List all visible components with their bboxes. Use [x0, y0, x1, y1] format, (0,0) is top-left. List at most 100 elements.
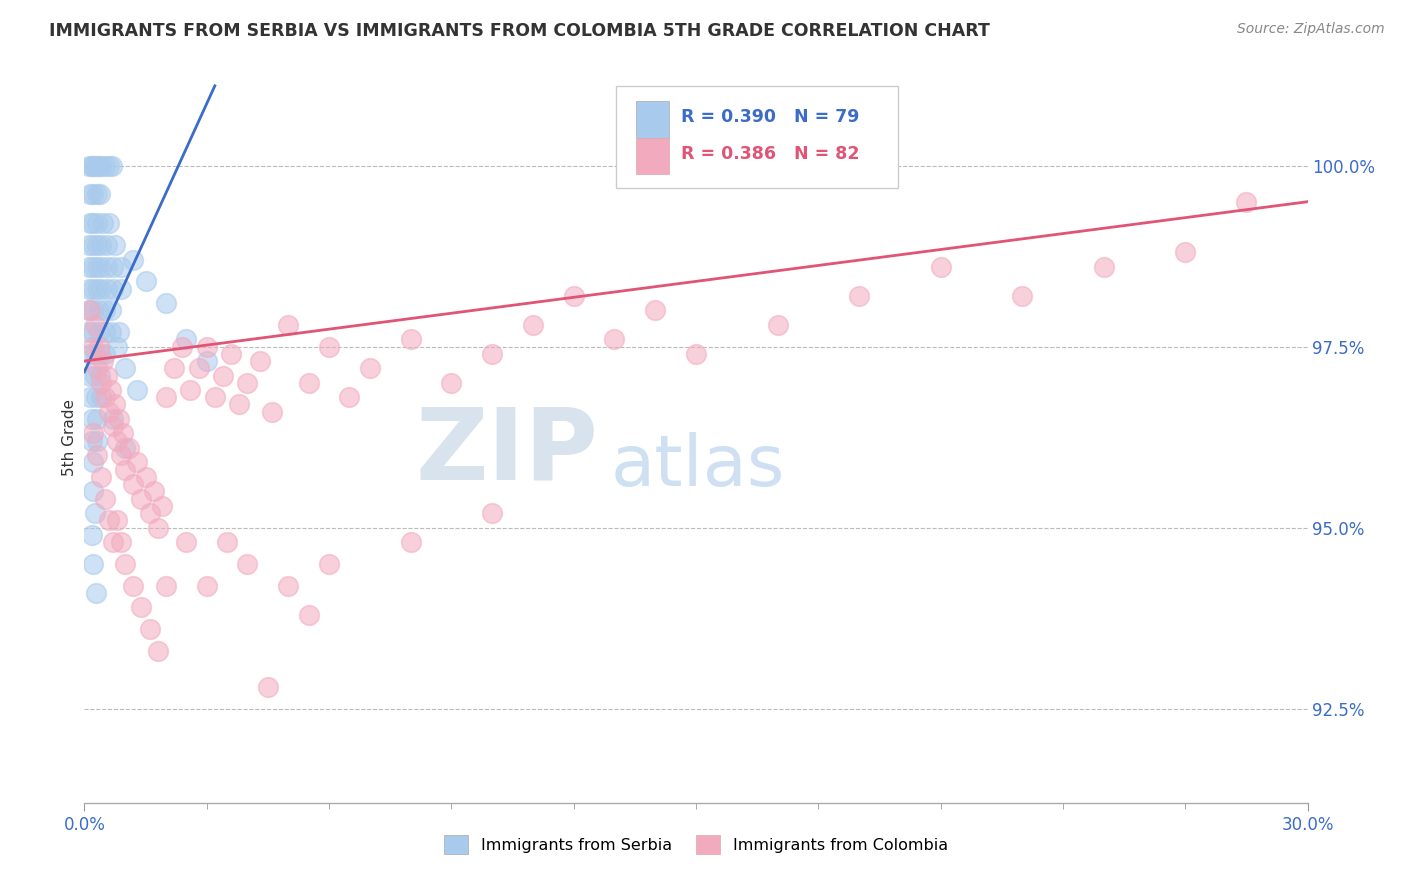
- Point: [82, 325, 104, 339]
- Point: [138, 506, 160, 520]
- Point: [155, 296, 177, 310]
- Point: [93, 491, 115, 506]
- Point: [82, 187, 104, 202]
- FancyBboxPatch shape: [636, 138, 669, 175]
- Point: [77, 238, 100, 252]
- Point: [86, 282, 108, 296]
- Point: [110, 535, 132, 549]
- Point: [93, 390, 115, 404]
- Point: [217, 535, 239, 549]
- Point: [298, 376, 321, 390]
- Point: [127, 383, 149, 397]
- Point: [84, 586, 107, 600]
- Point: [100, 303, 122, 318]
- Point: [86, 448, 108, 462]
- Point: [174, 332, 197, 346]
- Point: [96, 368, 118, 383]
- Point: [1174, 245, 1197, 260]
- Point: [110, 260, 132, 274]
- Point: [114, 463, 136, 477]
- Point: [80, 528, 103, 542]
- Point: [163, 361, 186, 376]
- Point: [127, 455, 149, 469]
- Point: [1011, 289, 1033, 303]
- Point: [174, 535, 197, 549]
- Point: [79, 390, 101, 404]
- Point: [91, 354, 114, 368]
- Point: [1092, 260, 1115, 274]
- Point: [131, 491, 153, 506]
- Point: [79, 347, 101, 361]
- Point: [97, 216, 120, 230]
- Point: [1236, 194, 1258, 209]
- Point: [87, 159, 110, 173]
- Point: [86, 434, 108, 448]
- Point: [522, 318, 544, 332]
- Point: [277, 318, 299, 332]
- Point: [93, 325, 115, 339]
- Point: [82, 260, 104, 274]
- Text: IMMIGRANTS FROM SERBIA VS IMMIGRANTS FROM COLOMBIA 5TH GRADE CORRELATION CHART: IMMIGRANTS FROM SERBIA VS IMMIGRANTS FRO…: [49, 22, 990, 40]
- Point: [399, 535, 422, 549]
- Point: [114, 557, 136, 571]
- Point: [96, 238, 118, 252]
- Point: [82, 340, 104, 354]
- Point: [100, 325, 122, 339]
- Point: [142, 484, 165, 499]
- Point: [83, 347, 105, 361]
- Point: [91, 216, 114, 230]
- Point: [135, 470, 157, 484]
- Point: [318, 557, 340, 571]
- Point: [562, 289, 585, 303]
- Point: [685, 347, 707, 361]
- Point: [114, 361, 136, 376]
- Point: [93, 159, 115, 173]
- Point: [118, 441, 141, 455]
- Point: [89, 187, 111, 202]
- Point: [603, 332, 626, 346]
- Y-axis label: 5th Grade: 5th Grade: [62, 399, 77, 475]
- Point: [86, 260, 108, 274]
- Point: [86, 361, 108, 376]
- Point: [131, 600, 153, 615]
- Point: [135, 274, 157, 288]
- Point: [79, 187, 101, 202]
- Point: [138, 622, 160, 636]
- Point: [440, 376, 463, 390]
- Point: [90, 282, 112, 296]
- Point: [257, 680, 280, 694]
- Point: [82, 557, 104, 571]
- Text: ZIP: ZIP: [415, 403, 598, 500]
- Point: [77, 325, 100, 339]
- Point: [86, 412, 108, 426]
- Point: [80, 434, 103, 448]
- Point: [114, 441, 136, 455]
- Point: [101, 159, 124, 173]
- Text: atlas: atlas: [610, 432, 785, 500]
- Point: [93, 347, 115, 361]
- Point: [105, 340, 128, 354]
- Point: [187, 361, 209, 376]
- Point: [96, 260, 118, 274]
- Point: [101, 419, 124, 434]
- Point: [219, 347, 242, 361]
- Point: [79, 368, 101, 383]
- Point: [359, 361, 381, 376]
- Point: [82, 426, 104, 441]
- Point: [249, 354, 271, 368]
- Point: [96, 282, 118, 296]
- Point: [77, 260, 100, 274]
- Point: [236, 376, 259, 390]
- Point: [87, 325, 110, 339]
- Point: [90, 470, 112, 484]
- Point: [97, 513, 120, 527]
- Point: [110, 448, 132, 462]
- Point: [101, 260, 124, 274]
- Point: [399, 332, 422, 346]
- Point: [86, 187, 108, 202]
- Point: [90, 376, 112, 390]
- Point: [105, 513, 128, 527]
- Point: [848, 289, 870, 303]
- Point: [82, 303, 104, 318]
- Text: R = 0.390   N = 79: R = 0.390 N = 79: [682, 109, 859, 127]
